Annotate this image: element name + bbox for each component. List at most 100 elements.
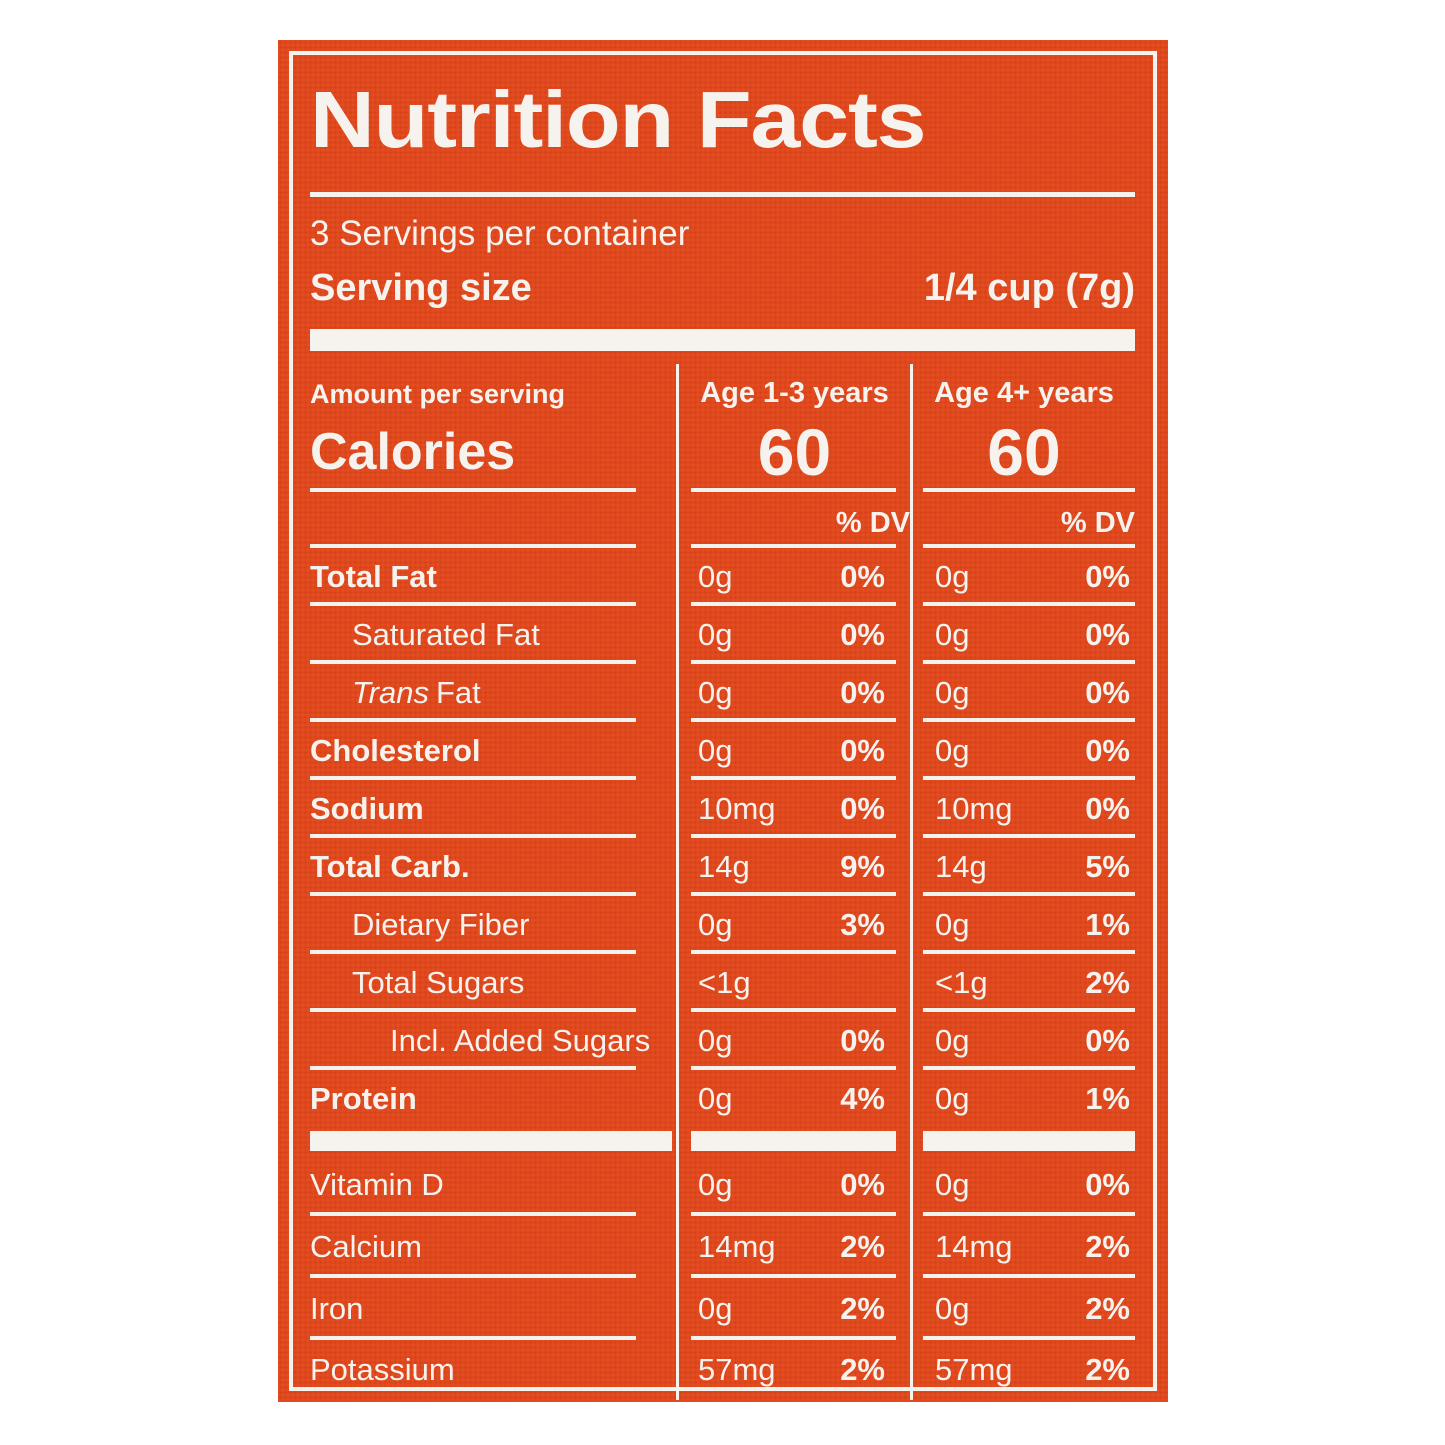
row-cholesterol-label: Cholesterol	[310, 722, 676, 780]
nutrient-dv: 2%	[840, 1229, 885, 1264]
nutrient-dv: 0%	[1085, 675, 1130, 710]
nutrient-amount: 14g	[698, 849, 750, 884]
nutrient-dv: 2%	[840, 1291, 885, 1326]
nutrient-amount: 14mg	[935, 1229, 1013, 1264]
nutrient-dv: 0%	[840, 617, 885, 652]
thick-divider-top	[310, 329, 1135, 351]
nutrient-amount: 0g	[698, 617, 733, 652]
nutrient-amount: 0g	[935, 1081, 970, 1116]
nutrient-dv: 0%	[840, 1023, 885, 1058]
dv-header-age-1-3: % DV	[676, 492, 910, 548]
row-vitamin-d-label: Vitamin D	[310, 1154, 676, 1216]
serving-size-value: 1/4 cup (7g)	[923, 267, 1135, 309]
row-trans-fat-age-4plus: 0g 0%	[910, 664, 1135, 722]
row-added-sugars-label: Incl. Added Sugars	[310, 1012, 676, 1070]
nutrient-dv: 0%	[840, 791, 885, 826]
calories-value-age-4plus: 60	[910, 412, 1135, 492]
nutrient-amount: 0g	[935, 617, 970, 652]
serving-size-label: Serving size	[310, 267, 532, 309]
row-trans-fat-age-1-3: 0g 0%	[676, 664, 910, 722]
row-vitamin-d-age-4plus: 0g 0%	[910, 1154, 1135, 1216]
row-potassium-age-4plus: 57mg 2%	[910, 1340, 1135, 1400]
row-total-sugars-label: Total Sugars	[310, 954, 676, 1012]
nutrition-table: Amount per serving Age 1-3 years Age 4+ …	[310, 364, 1135, 1400]
thick-divider-mid-center	[676, 1128, 910, 1154]
nutrient-dv: 5%	[1085, 849, 1130, 884]
calories-label: Calories	[310, 412, 676, 492]
dv-header-spacer	[310, 492, 676, 548]
row-saturated-fat-age-4plus: 0g 0%	[910, 606, 1135, 664]
row-protein-age-1-3: 0g 4%	[676, 1070, 910, 1128]
nutrient-amount: 0g	[935, 675, 970, 710]
dv-header-age-4plus: % DV	[910, 492, 1135, 548]
nutrient-dv: 2%	[1085, 1229, 1130, 1264]
nutrient-amount: 10mg	[935, 791, 1013, 826]
nutrient-dv: 9%	[840, 849, 885, 884]
nutrient-amount: 0g	[698, 733, 733, 768]
row-added-sugars-age-1-3: 0g 0%	[676, 1012, 910, 1070]
nutrient-dv: 1%	[1085, 1081, 1130, 1116]
row-vitamin-d-age-1-3: 0g 0%	[676, 1154, 910, 1216]
nutrient-amount: 0g	[698, 907, 733, 942]
nutrient-dv: 2%	[1085, 1352, 1130, 1387]
row-trans-fat-label: Trans Fat	[310, 664, 676, 722]
row-calcium-age-1-3: 14mg 2%	[676, 1216, 910, 1278]
nutrient-amount: 0g	[698, 1291, 733, 1326]
nutrient-amount: 57mg	[698, 1352, 776, 1387]
row-sodium-age-4plus: 10mg 0%	[910, 780, 1135, 838]
nutrient-amount: 10mg	[698, 791, 776, 826]
row-total-carb-age-4plus: 14g 5%	[910, 838, 1135, 896]
nutrient-amount: 14mg	[698, 1229, 776, 1264]
nutrient-amount: <1g	[935, 965, 988, 1000]
row-sodium-age-1-3: 10mg 0%	[676, 780, 910, 838]
row-dietary-fiber-age-4plus: 0g 1%	[910, 896, 1135, 954]
row-total-carb-age-1-3: 14g 9%	[676, 838, 910, 896]
row-saturated-fat-label: Saturated Fat	[310, 606, 676, 664]
nutrient-dv: 4%	[840, 1081, 885, 1116]
nutrient-amount: 0g	[935, 1023, 970, 1058]
age-1-3-column-header: Age 1-3 years	[676, 364, 910, 412]
row-calcium-label: Calcium	[310, 1216, 676, 1278]
nutrient-amount: 0g	[698, 675, 733, 710]
nutrient-dv: 2%	[1085, 965, 1130, 1000]
nutrient-amount: 0g	[935, 907, 970, 942]
label-title: Nutrition Facts	[310, 75, 927, 164]
servings-per-container: 3 Servings per container	[310, 214, 690, 253]
thick-divider-mid-left	[310, 1128, 676, 1154]
row-dietary-fiber-label: Dietary Fiber	[310, 896, 676, 954]
serving-size-row: Serving size 1/4 cup (7g)	[310, 265, 1135, 311]
nutrient-amount: 0g	[935, 1291, 970, 1326]
row-saturated-fat-age-1-3: 0g 0%	[676, 606, 910, 664]
row-potassium-age-1-3: 57mg 2%	[676, 1340, 910, 1400]
row-total-sugars-age-1-3: <1g	[676, 954, 910, 1012]
calories-value-age-1-3: 60	[676, 412, 910, 492]
nutrient-amount: 0g	[935, 733, 970, 768]
nutrient-dv: 0%	[1085, 733, 1130, 768]
row-sodium-label: Sodium	[310, 780, 676, 838]
nutrient-dv: 0%	[840, 733, 885, 768]
row-total-sugars-age-4plus: <1g 2%	[910, 954, 1135, 1012]
nutrient-dv: 2%	[1085, 1291, 1130, 1326]
row-protein-label: Protein	[310, 1081, 417, 1116]
nutrient-dv: 2%	[840, 1352, 885, 1387]
row-protein-age-4plus: 0g 1%	[910, 1070, 1135, 1128]
row-iron-age-4plus: 0g 2%	[910, 1278, 1135, 1340]
row-total-fat-label: Total Fat	[310, 548, 676, 606]
row-total-carb-label: Total Carb.	[310, 838, 676, 896]
amount-per-serving-label: Amount per serving	[310, 379, 566, 409]
row-cholesterol-age-4plus: 0g 0%	[910, 722, 1135, 780]
age-4plus-column-header: Age 4+ years	[910, 364, 1135, 412]
nutrient-dv: 3%	[840, 907, 885, 942]
nutrient-amount: 0g	[698, 1023, 733, 1058]
row-potassium-label: Potassium	[310, 1352, 455, 1387]
row-calcium-age-4plus: 14mg 2%	[910, 1216, 1135, 1278]
row-total-fat-age-4plus: 0g 0%	[910, 548, 1135, 606]
nutrient-dv: 0%	[1085, 559, 1130, 594]
row-cholesterol-age-1-3: 0g 0%	[676, 722, 910, 780]
nutrition-facts-label: Nutrition Facts 3 Servings per container…	[278, 40, 1168, 1402]
nutrient-dv: 0%	[840, 675, 885, 710]
nutrient-dv: 0%	[840, 559, 885, 594]
nutrient-amount: <1g	[698, 965, 751, 1000]
nutrient-amount: 14g	[935, 849, 987, 884]
nutrient-amount: 0g	[698, 1081, 733, 1116]
